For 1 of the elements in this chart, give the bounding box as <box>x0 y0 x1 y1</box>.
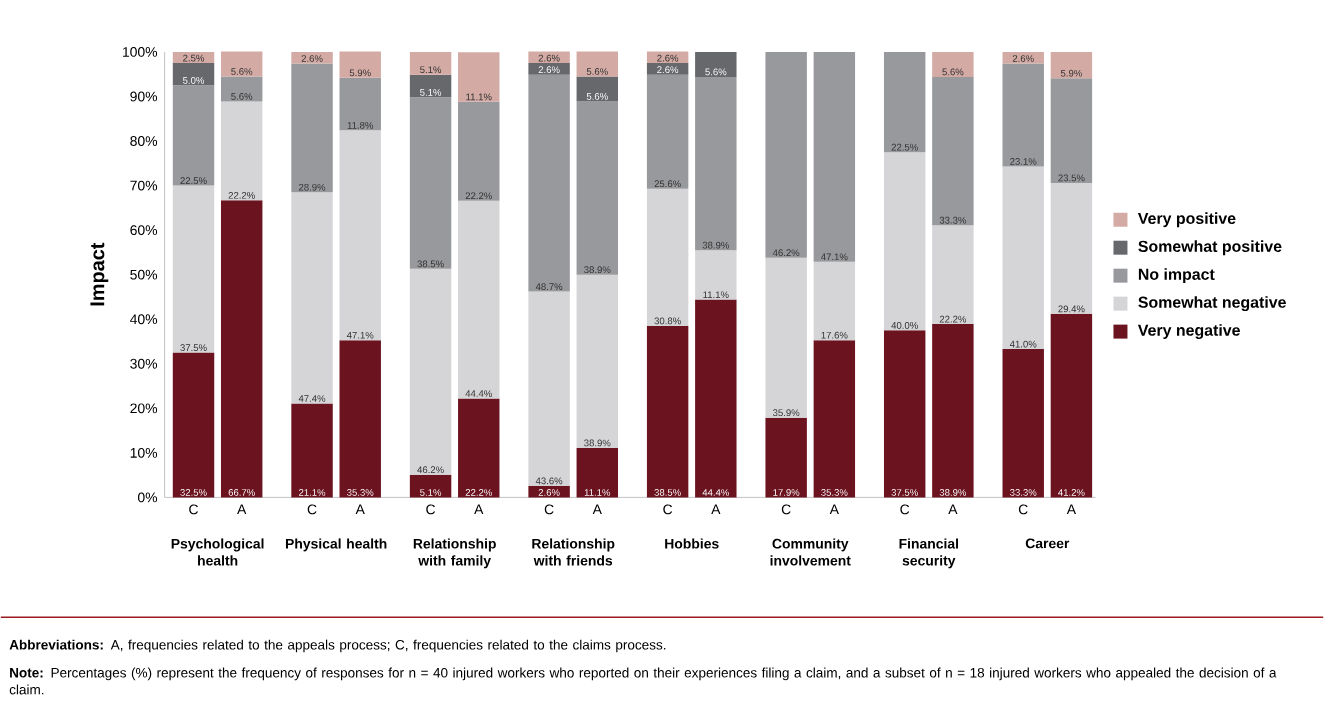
y-axis-title: Impact <box>90 243 109 306</box>
